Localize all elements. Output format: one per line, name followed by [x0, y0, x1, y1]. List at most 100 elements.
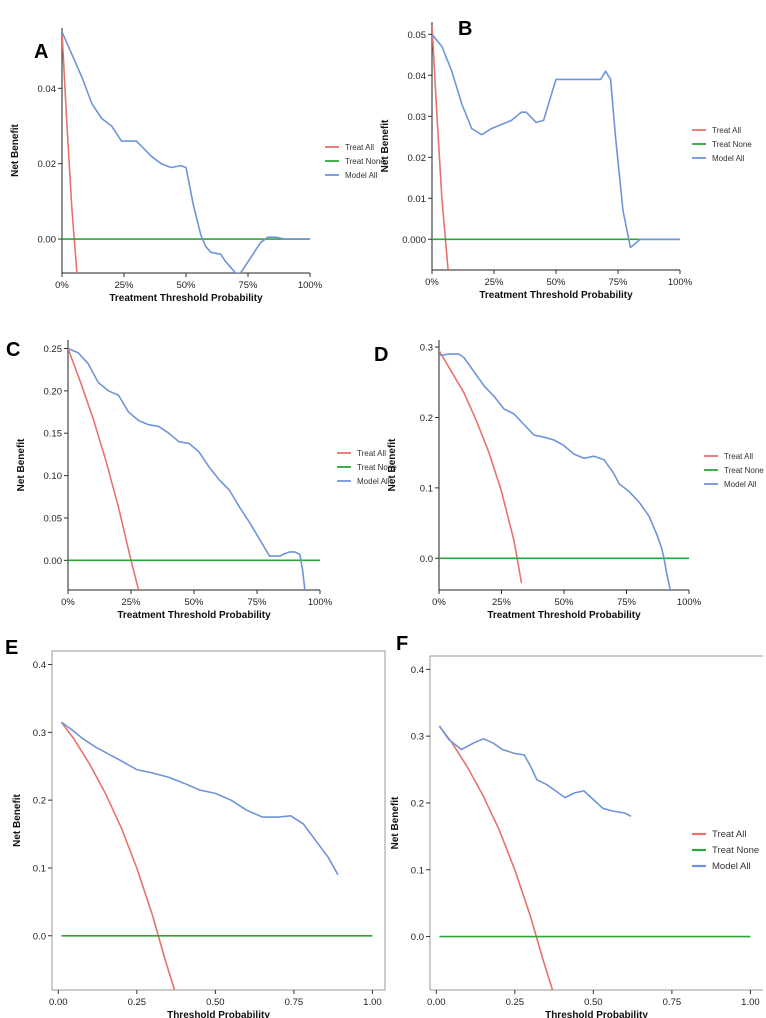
legend-label: Treat None — [357, 463, 397, 472]
x-tick-label: 50% — [184, 597, 204, 608]
legend: Treat All Treat None Model All — [325, 143, 385, 180]
series-line-model-all — [60, 721, 339, 876]
panel-letter: B — [458, 18, 472, 40]
y-tick-label: 0.00 — [38, 235, 57, 246]
x-tick-label: 0.25 — [506, 997, 525, 1008]
x-tick-label: 0.00 — [427, 997, 446, 1008]
chart-panel-b: B 0% 25% 50% 75% 100% 0.000 0.01 0.02 0.03 0.04 0.0… — [380, 18, 752, 301]
y-tick-label: 0.0 — [411, 932, 424, 943]
y-axis-title: Net Benefit — [10, 123, 21, 176]
series-line-model-all — [62, 31, 310, 273]
legend-label: Treat All — [712, 829, 747, 840]
series-line-model-all — [439, 353, 672, 590]
legend-label: Treat All — [357, 449, 386, 458]
series-line-treat-all — [439, 350, 523, 584]
series-line-treat-all — [432, 26, 449, 270]
legend-label: Model All — [724, 480, 757, 489]
x-tick-label: 100% — [668, 277, 693, 288]
series-line-treat-all — [60, 721, 176, 990]
legend: Treat All Treat None Model All — [704, 452, 764, 489]
y-tick-label: 0.03 — [408, 112, 427, 123]
y-tick-label: 0.05 — [408, 30, 427, 41]
x-axis-title: Treatment Threshold Probability — [487, 610, 641, 621]
x-tick-label: 75% — [247, 597, 267, 608]
x-tick-label: 0.50 — [584, 997, 603, 1008]
y-tick-label: 0.1 — [33, 863, 46, 874]
x-tick-label: 0% — [55, 280, 69, 291]
x-tick-label: 0% — [432, 597, 446, 608]
panel-letter: F — [396, 633, 408, 655]
series-line-treat-all — [62, 31, 78, 273]
y-tick-label: 0.3 — [420, 343, 433, 354]
legend-label: Treat All — [345, 143, 374, 152]
x-tick-label: 0.75 — [285, 997, 304, 1008]
y-tick-label: 0.02 — [38, 159, 57, 170]
y-tick-label: 0.25 — [44, 344, 63, 355]
y-axis-title: Net Benefit — [16, 438, 27, 491]
x-tick-label: 0.25 — [128, 997, 147, 1008]
legend-label: Treat None — [712, 845, 759, 856]
legend-label: Treat None — [345, 157, 385, 166]
panel-letter: C — [6, 339, 20, 361]
x-tick-label: 0% — [425, 277, 439, 288]
x-axis-title: Threshold Probability — [545, 1010, 648, 1018]
legend-label: Model All — [357, 477, 390, 486]
y-tick-label: 0.20 — [44, 386, 63, 397]
x-tick-label: 75% — [617, 597, 637, 608]
y-axis-title: Net Benefit — [380, 119, 391, 172]
legend-label: Treat None — [724, 466, 764, 475]
y-tick-label: 0.2 — [33, 796, 46, 807]
x-tick-label: 50% — [554, 597, 574, 608]
x-tick-label: 0.75 — [663, 997, 682, 1008]
x-tick-label: 75% — [608, 277, 628, 288]
x-tick-label: 25% — [492, 597, 512, 608]
legend-label: Treat All — [724, 452, 753, 461]
y-tick-label: 0.10 — [44, 471, 63, 482]
y-tick-label: 0.3 — [411, 732, 424, 743]
x-tick-label: 50% — [546, 277, 566, 288]
series-line-model-all — [68, 347, 306, 590]
chart-panel-a: A 0% 25% 50% 75% 100% 0.00 0.02 0.04 Treatment Th… — [10, 28, 385, 304]
y-tick-label: 0.04 — [38, 84, 57, 95]
y-tick-label: 0.0 — [33, 931, 46, 942]
plot-frame — [429, 655, 763, 991]
y-tick-label: 0.3 — [33, 728, 46, 739]
series-line-model-all — [438, 725, 632, 818]
legend-label: Model All — [712, 154, 745, 163]
y-axis-title: Net Benefit — [12, 793, 23, 846]
panel-letter: D — [374, 344, 388, 366]
x-axis-title: Treatment Threshold Probability — [117, 610, 271, 621]
x-tick-label: 50% — [176, 280, 196, 291]
legend-label: Treat None — [712, 140, 752, 149]
chart-panel-e: E 0.00 0.25 0.50 0.75 1.00 0.0 0.1 0.2 0.3 0.4 Thre… — [5, 637, 386, 1018]
y-tick-label: 0.04 — [408, 71, 427, 82]
series-line-treat-all — [68, 348, 140, 590]
y-tick-label: 0.0 — [420, 554, 433, 565]
y-axis-title: Net Benefit — [387, 438, 398, 491]
y-tick-label: 0.01 — [408, 194, 427, 205]
x-axis-title: Threshold Probability — [167, 1010, 270, 1018]
x-tick-label: 1.00 — [363, 997, 382, 1008]
y-tick-label: 0.00 — [44, 556, 63, 567]
x-axis-title: Treatment Threshold Probability — [479, 290, 633, 301]
x-tick-label: 100% — [308, 597, 333, 608]
y-tick-label: 0.02 — [408, 153, 427, 164]
x-axis-title: Treatment Threshold Probability — [109, 293, 263, 304]
legend: Treat All Treat None Model All — [692, 829, 759, 872]
chart-panel-f: F 0.00 0.25 0.50 0.75 1.00 0.0 0.1 0.2 0.3 0.4 Thre… — [390, 633, 763, 1018]
legend-label: Model All — [712, 861, 751, 872]
y-tick-label: 0.2 — [420, 413, 433, 424]
chart-panel-c: C 0% 25% 50% 75% 100% 0.00 0.05 0.10 0.15 0.20 0.25… — [6, 339, 397, 621]
x-tick-label: 25% — [484, 277, 504, 288]
x-tick-label: 25% — [114, 280, 134, 291]
y-tick-label: 0.4 — [411, 665, 424, 676]
y-tick-label: 0.15 — [44, 429, 63, 440]
x-tick-label: 100% — [677, 597, 702, 608]
y-axis-title: Net Benefit — [390, 796, 401, 849]
y-tick-label: 0.2 — [411, 798, 424, 809]
y-tick-label: 0.1 — [411, 865, 424, 876]
legend-label: Treat All — [712, 126, 741, 135]
x-tick-label: 0% — [61, 597, 75, 608]
x-tick-label: 1.00 — [741, 997, 760, 1008]
